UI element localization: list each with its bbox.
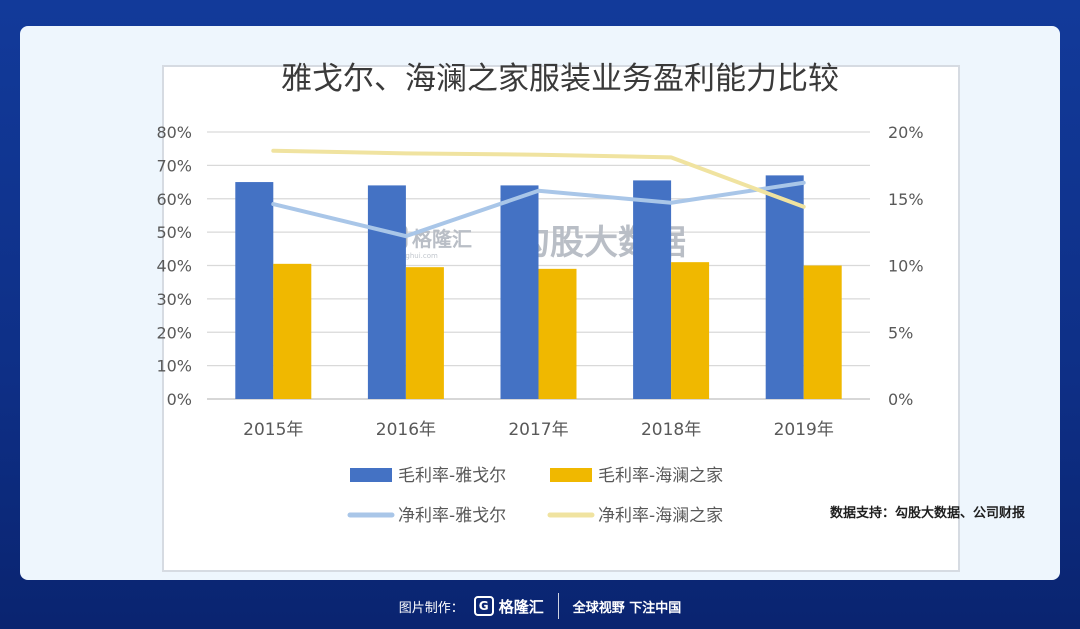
y-right-tick-label: 10% xyxy=(888,257,924,276)
legend-swatch xyxy=(350,468,392,482)
bar xyxy=(500,185,539,399)
y-right-tick-label: 15% xyxy=(888,190,924,209)
bar xyxy=(538,268,577,399)
y-left-tick-label: 70% xyxy=(156,156,192,175)
chart-card: 格隆汇 gelonghui.com 勾股大数据 2015年 2016年 2017年 2… xyxy=(20,26,1060,580)
y-left-tick-label: 20% xyxy=(156,323,192,342)
bar xyxy=(405,267,444,399)
lines xyxy=(271,148,806,239)
legend-label: 净利率-雅戈尔 xyxy=(398,506,506,526)
x-tick-label: 2018年 xyxy=(641,420,701,440)
footer: 图片制作： G 格隆汇 全球视野 下注中国 xyxy=(0,590,1080,622)
y-right-axis-ticks: 0% 5% 10% 15% 20% xyxy=(888,123,924,409)
y-right-tick-label: 5% xyxy=(888,323,913,342)
series-line xyxy=(271,148,806,209)
bar xyxy=(273,263,312,399)
footer-slogan: 全球视野 下注中国 xyxy=(572,600,682,616)
chart: 格隆汇 gelonghui.com 勾股大数据 2015年 2016年 2017年 2… xyxy=(156,61,924,526)
y-left-tick-label: 0% xyxy=(167,390,192,409)
y-left-axis-ticks: 0% 10% 20% 30% 40% 50% 60% 70% 80% xyxy=(156,123,192,409)
bar xyxy=(633,180,672,399)
y-left-tick-label: 50% xyxy=(156,223,192,242)
footer-logo-text: 格隆汇 xyxy=(498,597,544,616)
legend-swatch xyxy=(550,468,592,482)
y-left-tick-label: 10% xyxy=(156,357,192,376)
bar xyxy=(803,265,842,399)
y-right-tick-label: 20% xyxy=(888,123,924,142)
x-tick-label: 2015年 xyxy=(243,420,303,440)
y-right-tick-label: 0% xyxy=(888,390,913,409)
y-left-tick-label: 60% xyxy=(156,190,192,209)
logo-icon: G xyxy=(473,596,494,616)
x-tick-label: 2016年 xyxy=(376,420,436,440)
bar xyxy=(765,175,804,399)
x-tick-label: 2019年 xyxy=(774,420,834,440)
legend-label: 毛利率-海澜之家 xyxy=(598,466,723,486)
source-note: 数据支持：勾股大数据、公司财报 xyxy=(829,506,1025,521)
bar xyxy=(671,262,710,399)
chart-title: 雅戈尔、海澜之家服装业务盈利能力比较 xyxy=(281,61,839,97)
bar xyxy=(235,182,274,399)
x-axis-ticks: 2015年 2016年 2017年 2018年 2019年 xyxy=(243,420,834,440)
series-line xyxy=(271,180,806,239)
footer-logo: G 格隆汇 xyxy=(473,596,544,617)
y-left-tick-label: 30% xyxy=(156,290,192,309)
y-left-tick-label: 80% xyxy=(156,123,192,142)
y-left-tick-label: 40% xyxy=(156,257,192,276)
footer-made-by: 图片制作： xyxy=(398,600,464,616)
legend-label: 净利率-海澜之家 xyxy=(598,506,723,526)
legend-label: 毛利率-雅戈尔 xyxy=(398,466,506,486)
watermark-url: gelonghui.com xyxy=(386,252,438,260)
bar xyxy=(367,185,406,399)
bars xyxy=(235,175,842,399)
footer-divider xyxy=(557,593,559,619)
x-tick-label: 2017年 xyxy=(508,420,568,440)
